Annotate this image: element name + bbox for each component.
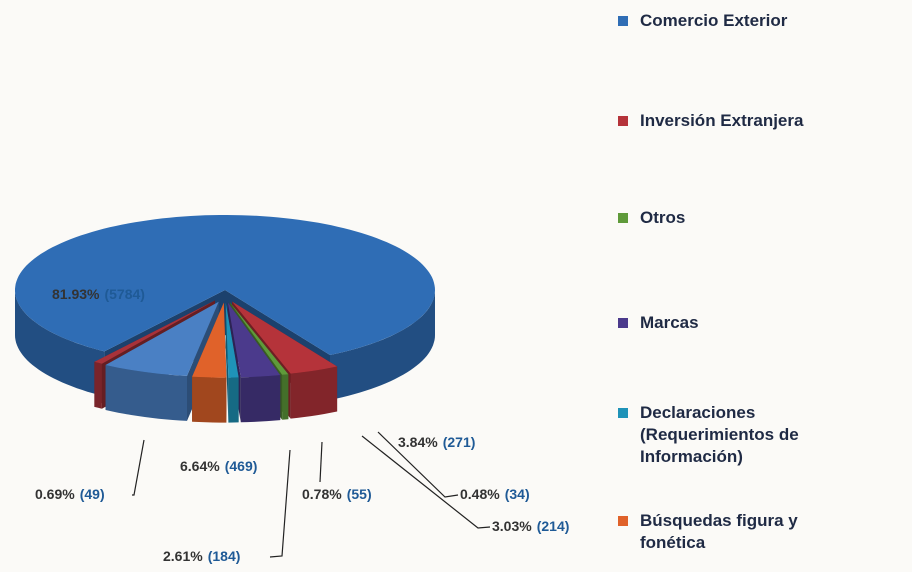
legend-swatch (618, 408, 628, 418)
legend-swatch (618, 116, 628, 126)
legend-item: Búsquedas figura y fonética (618, 510, 840, 554)
data-label: 3.84% (271) (398, 434, 475, 450)
count-label: (469) (225, 458, 258, 474)
legend-item: Otros (618, 207, 840, 229)
count-label: (271) (443, 434, 476, 450)
legend-item: Inversión Extranjera (618, 110, 840, 132)
slice-side (225, 302, 229, 423)
legend-swatch (618, 213, 628, 223)
slice (15, 215, 435, 355)
slice-wall (15, 290, 105, 397)
data-label: 0.69% (49) (35, 486, 105, 502)
leader-line (319, 441, 323, 483)
percent-label: 0.78% (302, 486, 342, 502)
legend-label: Declaraciones (Requerimientos de Informa… (640, 403, 799, 466)
data-label: 81.93% (5784) (52, 286, 145, 302)
data-label: 2.61% (184) (163, 548, 240, 564)
legend-label: Inversión Extranjera (640, 111, 804, 130)
percent-label: 2.61% (163, 548, 203, 564)
slice (192, 302, 227, 378)
percent-label: 3.03% (492, 518, 532, 534)
slice (94, 300, 215, 364)
slice-wall (330, 290, 435, 400)
percent-label: 0.69% (35, 486, 75, 502)
legend: Comercio Exterior Inversión Extranjera Otr… (618, 0, 912, 572)
data-label: 0.48% (34) (460, 486, 530, 502)
legend-label: Comercio Exterior (640, 11, 788, 30)
slice-wall (228, 377, 239, 423)
percent-label: 0.48% (460, 486, 500, 502)
slice-wall (240, 375, 281, 423)
count-label: (184) (208, 548, 241, 564)
count-label: (5784) (104, 286, 144, 302)
leader-line (269, 449, 291, 558)
data-label: 6.64% (469) (180, 458, 257, 474)
percent-label: 81.93% (52, 286, 100, 302)
legend-label: Otros (640, 208, 686, 227)
slice (105, 301, 219, 376)
slice-wall (290, 366, 338, 419)
legend-label: Búsquedas figura y fonética (640, 511, 798, 552)
slice-wall (282, 374, 289, 420)
slice (225, 302, 239, 378)
count-label: (49) (80, 486, 105, 502)
data-label: 0.78% (55) (302, 486, 372, 502)
data-label: 3.03% (214) (492, 518, 569, 534)
slice-wall (192, 376, 227, 423)
slice (232, 301, 338, 374)
slice-wall (94, 361, 102, 409)
leader-line (377, 431, 459, 498)
legend-swatch (618, 16, 628, 26)
percent-label: 3.84% (398, 434, 438, 450)
percent-label: 6.64% (180, 458, 220, 474)
slice-wall (105, 365, 187, 421)
count-label: (214) (537, 518, 570, 534)
count-label: (55) (347, 486, 372, 502)
leader-line (361, 435, 491, 529)
count-label: (34) (505, 486, 530, 502)
legend-swatch (618, 318, 628, 328)
legend-swatch (618, 516, 628, 526)
slice (227, 302, 281, 378)
legend-item: Declaraciones (Requerimientos de Informa… (618, 402, 840, 468)
legend-item: Marcas (618, 312, 840, 334)
legend-item: Comercio Exterior (618, 10, 840, 32)
leader-line (132, 439, 145, 496)
legend-label: Marcas (640, 313, 699, 332)
slice (229, 302, 289, 375)
